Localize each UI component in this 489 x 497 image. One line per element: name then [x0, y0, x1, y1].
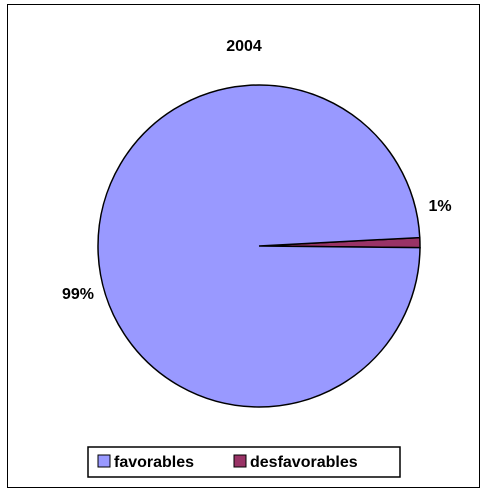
pie-slice-favorables: [97, 84, 421, 408]
pie-slices: [97, 84, 421, 408]
legend-swatch-desfavorables: [233, 454, 247, 468]
data-label-desfavorables: 1%: [428, 198, 451, 215]
legend-label-favorables: favorables: [114, 454, 194, 471]
legend-box: [87, 446, 401, 478]
data-label-favorables: 99%: [62, 286, 94, 303]
legend-swatch-favorables: [97, 454, 111, 468]
legend-label-desfavorables: desfavorables: [250, 454, 358, 471]
chart-title: 2004: [226, 38, 262, 55]
pie-labels: 99% 1%: [62, 198, 452, 303]
legend: favorables desfavorables: [87, 446, 401, 478]
